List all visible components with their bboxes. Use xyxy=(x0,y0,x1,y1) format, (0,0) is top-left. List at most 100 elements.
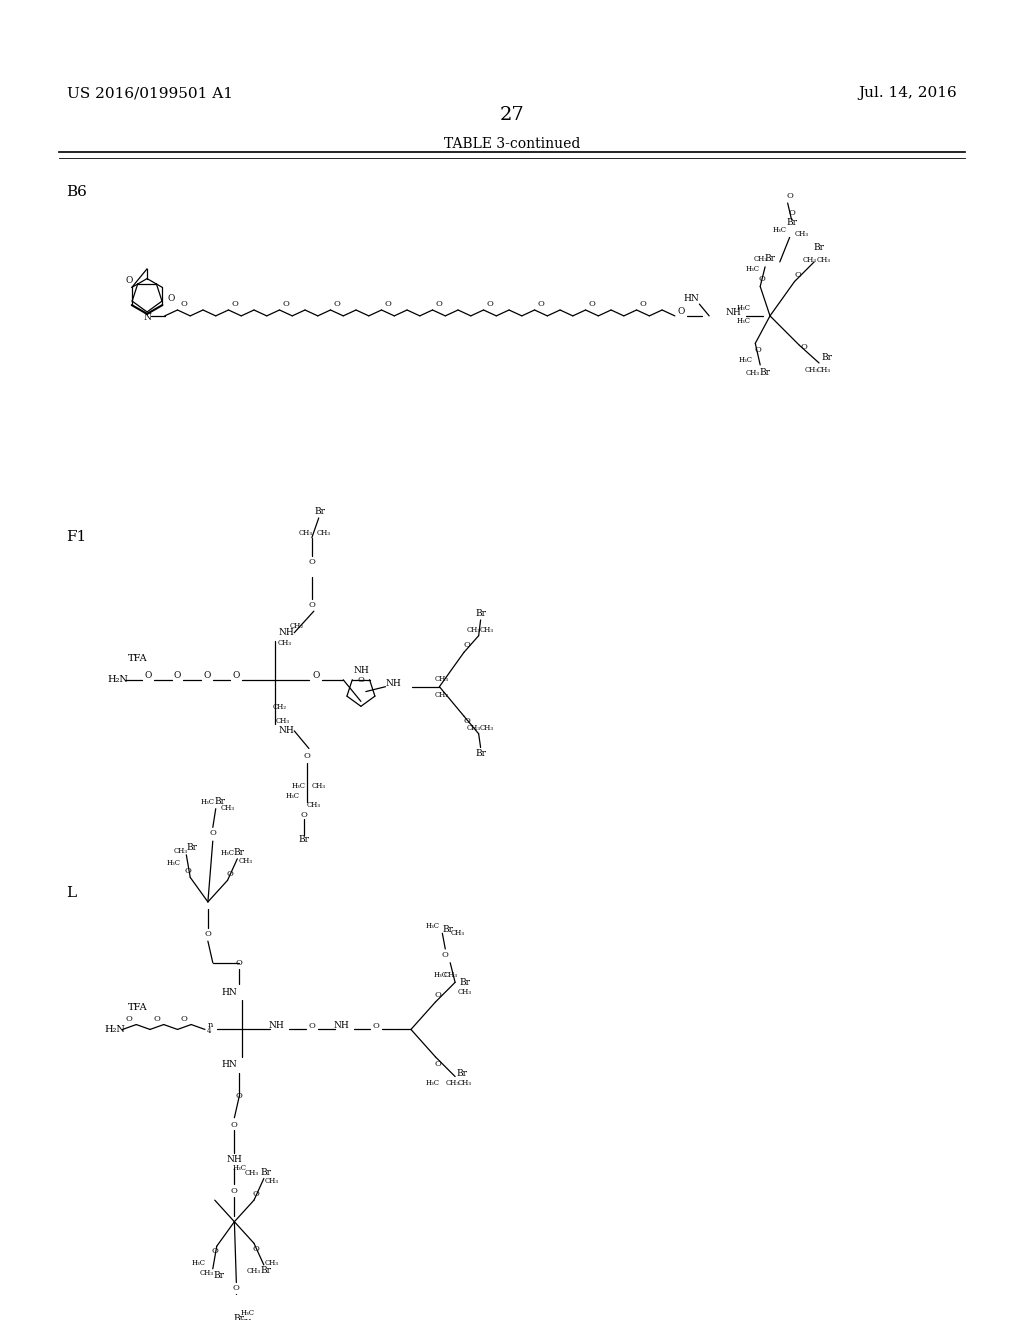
Text: CH₂: CH₂ xyxy=(289,622,303,630)
Text: O: O xyxy=(253,1191,259,1199)
Text: US 2016/0199501 A1: US 2016/0199501 A1 xyxy=(67,86,232,100)
Text: CH₃: CH₃ xyxy=(275,717,290,725)
Text: Br: Br xyxy=(475,748,486,758)
Text: CH₃: CH₃ xyxy=(173,847,187,855)
Text: O: O xyxy=(205,931,211,939)
Text: CH₃: CH₃ xyxy=(445,1080,459,1088)
Text: CH₃: CH₃ xyxy=(299,529,313,537)
Text: Br: Br xyxy=(813,243,824,252)
Text: O: O xyxy=(384,300,391,308)
Text: O: O xyxy=(231,1121,238,1129)
Text: H₃C: H₃C xyxy=(286,792,299,800)
Text: H₃C: H₃C xyxy=(292,781,306,789)
Text: Br: Br xyxy=(260,1266,271,1275)
Text: F1: F1 xyxy=(67,531,87,544)
Text: O: O xyxy=(538,300,545,308)
Text: O: O xyxy=(801,343,808,351)
Text: NH: NH xyxy=(226,1155,243,1164)
Text: 27: 27 xyxy=(500,106,524,124)
Text: O: O xyxy=(232,672,240,680)
Text: Br: Br xyxy=(186,843,198,853)
Text: O: O xyxy=(308,602,315,610)
Text: CH₃: CH₃ xyxy=(307,801,321,809)
Text: O: O xyxy=(125,276,133,285)
Text: O: O xyxy=(372,1022,379,1030)
Text: CH₃: CH₃ xyxy=(754,255,767,263)
Text: O: O xyxy=(209,829,216,837)
Text: H₃C: H₃C xyxy=(241,1309,255,1317)
Text: O: O xyxy=(312,672,319,680)
Text: Jul. 14, 2016: Jul. 14, 2016 xyxy=(858,86,957,100)
Text: Br: Br xyxy=(765,255,775,264)
Text: O: O xyxy=(464,642,470,649)
Text: CH₃: CH₃ xyxy=(817,256,830,264)
Text: O: O xyxy=(236,958,243,966)
Text: CH₃: CH₃ xyxy=(311,781,326,789)
Text: NH: NH xyxy=(279,726,294,735)
Text: O: O xyxy=(435,991,442,999)
Text: O: O xyxy=(794,271,801,279)
Text: CH₃: CH₃ xyxy=(451,929,465,937)
Text: O: O xyxy=(464,717,470,725)
Text: HN: HN xyxy=(221,1060,238,1069)
Text: CH₂: CH₂ xyxy=(272,704,287,711)
Text: O: O xyxy=(441,950,449,958)
Text: N: N xyxy=(143,313,151,322)
Text: CH₃: CH₃ xyxy=(479,723,494,731)
Text: CH₃: CH₃ xyxy=(241,1317,255,1320)
Text: CH₃: CH₃ xyxy=(804,366,818,374)
Text: CH₃: CH₃ xyxy=(434,675,449,682)
Text: O: O xyxy=(308,558,315,566)
Text: O: O xyxy=(357,676,365,684)
Text: HN: HN xyxy=(684,294,699,302)
Text: H₃C: H₃C xyxy=(426,923,439,931)
Text: O: O xyxy=(435,1060,442,1068)
Text: H₃C: H₃C xyxy=(201,797,215,805)
Text: O: O xyxy=(283,300,290,308)
Text: TFA: TFA xyxy=(127,1003,147,1012)
Text: CH₃: CH₃ xyxy=(200,1269,214,1276)
Text: CH₃: CH₃ xyxy=(802,256,816,264)
Text: O: O xyxy=(786,193,793,201)
Text: H₂N: H₂N xyxy=(108,676,129,684)
Text: NH: NH xyxy=(334,1022,349,1030)
Text: H₃C: H₃C xyxy=(738,356,753,364)
Text: O: O xyxy=(589,300,595,308)
Text: Br: Br xyxy=(214,797,225,807)
Text: Br: Br xyxy=(821,352,833,362)
Text: H₃C: H₃C xyxy=(193,1259,206,1267)
Text: CH₃: CH₃ xyxy=(220,804,234,812)
Text: CH₃: CH₃ xyxy=(247,1267,261,1275)
Text: Br: Br xyxy=(213,1271,224,1280)
Text: CH₃: CH₃ xyxy=(795,231,808,239)
Text: NH: NH xyxy=(268,1022,285,1030)
Text: O: O xyxy=(788,209,795,216)
Text: H₃C: H₃C xyxy=(167,859,180,867)
Text: TFA: TFA xyxy=(127,653,147,663)
Text: O: O xyxy=(486,300,494,308)
Text: n: n xyxy=(208,1020,214,1028)
Text: O: O xyxy=(677,308,684,317)
Text: 4: 4 xyxy=(207,1027,211,1035)
Text: CH₃: CH₃ xyxy=(479,626,494,634)
Text: CH₃: CH₃ xyxy=(278,639,292,647)
Text: TABLE 3-continued: TABLE 3-continued xyxy=(443,137,581,150)
Text: H₃C: H₃C xyxy=(232,1164,247,1172)
Text: H₃C: H₃C xyxy=(736,304,751,312)
Text: O: O xyxy=(181,1015,187,1023)
Text: O: O xyxy=(232,1284,240,1292)
Text: Br: Br xyxy=(460,978,470,987)
Text: CH₂: CH₂ xyxy=(434,690,449,698)
Text: Br: Br xyxy=(314,507,326,516)
Text: H₃C: H₃C xyxy=(426,1080,439,1088)
Text: CH₃: CH₃ xyxy=(458,989,472,997)
Text: NH: NH xyxy=(353,667,369,676)
Text: L: L xyxy=(67,887,77,900)
Text: O: O xyxy=(231,1187,238,1196)
Text: CH₃: CH₃ xyxy=(245,1168,259,1176)
Text: CH₃: CH₃ xyxy=(467,723,480,731)
Text: O: O xyxy=(185,866,191,875)
Text: Br: Br xyxy=(457,1069,468,1078)
Text: CH₃: CH₃ xyxy=(264,1259,279,1267)
Text: CH₃: CH₃ xyxy=(817,366,830,374)
